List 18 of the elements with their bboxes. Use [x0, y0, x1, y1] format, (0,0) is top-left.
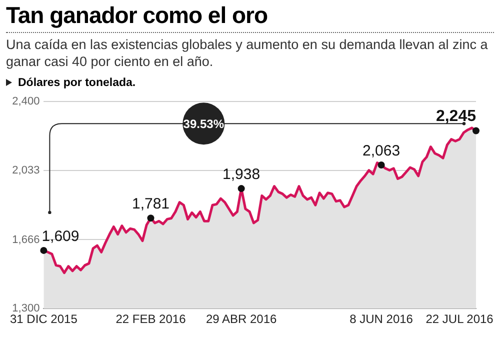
- y-tick-label: 1,666: [12, 234, 40, 246]
- annotation: 39.53%: [183, 116, 224, 131]
- data-label: 1,938: [222, 166, 260, 183]
- x-tick-label: 31 DIC 2015: [10, 312, 78, 326]
- chart-subtitle: Una caída en las existencias globales y aumento en su demanda llevan al zinc a ganar casi 40 por ciento en el año.: [6, 37, 489, 71]
- y-tick-label: 1,300: [12, 302, 40, 314]
- data-label: 1,609: [42, 228, 80, 245]
- data-label: 1,781: [132, 195, 170, 212]
- x-tick-label: 29 ABR 2016: [206, 312, 277, 326]
- x-tick-label: 22 FEB 2016: [116, 312, 186, 326]
- chart-title: Tan ganador como el oro: [6, 2, 494, 33]
- y-tick-label: 2,400: [12, 95, 40, 108]
- y-axis-title: Dólares por tonelada.: [18, 76, 136, 89]
- y-tick-label: 2,033: [12, 164, 40, 176]
- x-tick-label: 8 JUN 2016: [350, 312, 414, 326]
- data-label: 2,063: [362, 142, 400, 160]
- x-tick-label: 22 JUL 2016: [426, 312, 494, 326]
- data-label: 2,245: [436, 108, 476, 125]
